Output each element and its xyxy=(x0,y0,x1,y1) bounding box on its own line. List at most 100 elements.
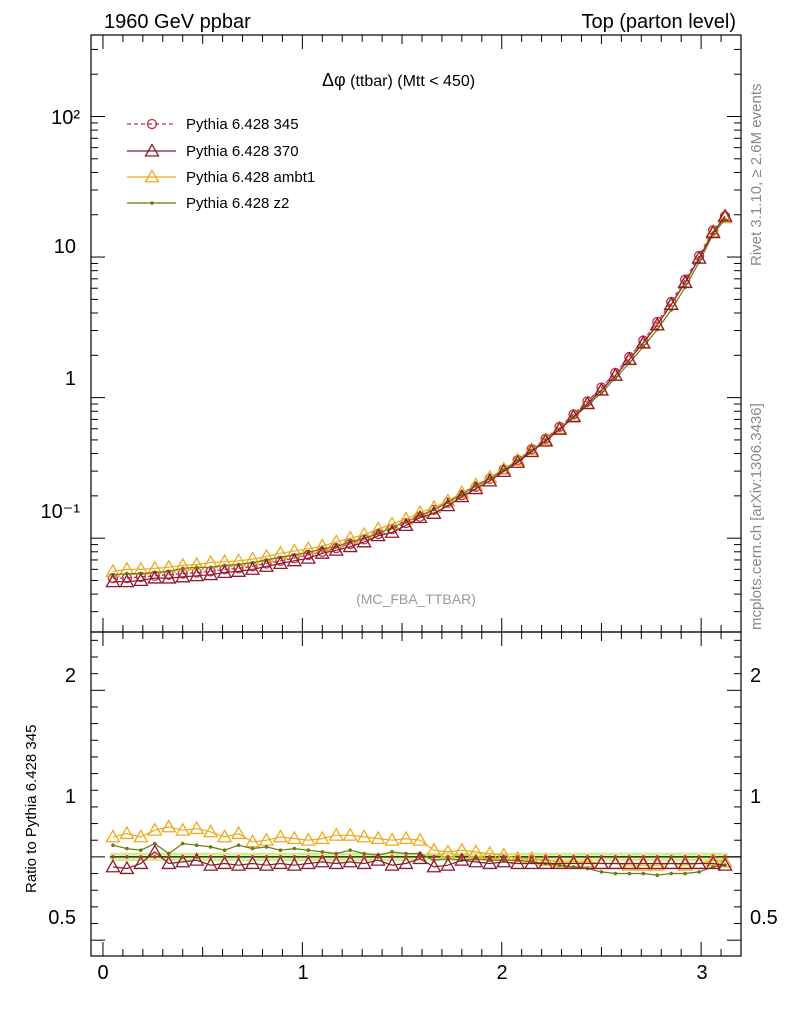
ratio-point xyxy=(669,871,674,876)
data-point xyxy=(677,274,693,288)
data-point xyxy=(551,421,568,435)
ratio-point xyxy=(314,854,330,868)
data-point xyxy=(105,573,121,588)
data-point xyxy=(426,505,442,519)
ratio-point xyxy=(426,859,442,873)
ratio-point xyxy=(677,855,693,870)
ratio-point xyxy=(272,855,289,870)
ratio-ref-point xyxy=(515,855,520,859)
ratio-point xyxy=(412,850,428,865)
ratio-point xyxy=(370,852,386,866)
ratio-ref-point xyxy=(683,855,687,859)
data-point xyxy=(454,488,470,503)
ratio-point xyxy=(613,871,618,876)
x-tick-label-1: 1 xyxy=(297,962,308,984)
data-point xyxy=(384,524,400,538)
ratio-point xyxy=(292,846,297,851)
ratio-point xyxy=(697,870,701,874)
ratio-point xyxy=(579,855,596,870)
data-point xyxy=(593,382,610,396)
ratio-point xyxy=(306,848,311,853)
data-point xyxy=(119,573,135,588)
series-line-1 xyxy=(112,215,726,583)
ratio-point xyxy=(607,855,624,870)
data-point xyxy=(635,335,651,349)
y-tick-label-100: 10² xyxy=(51,107,80,129)
ratio-point xyxy=(551,855,568,870)
ratio-ref-point xyxy=(278,855,283,859)
ratio-point xyxy=(216,829,233,843)
ratio-point xyxy=(278,848,283,853)
ratio-point xyxy=(348,848,353,853)
ratio-ref-point xyxy=(446,855,450,859)
ratio-point xyxy=(222,848,227,853)
ratio-point xyxy=(524,855,540,870)
x-tick-label-2: 2 xyxy=(496,962,507,984)
ratio-point xyxy=(286,857,302,871)
ratio-point xyxy=(194,843,199,848)
ratio-point xyxy=(635,857,651,871)
data-point xyxy=(314,538,330,552)
ratio-ref-point xyxy=(557,855,562,859)
data-point xyxy=(180,566,185,571)
data-point xyxy=(398,517,414,532)
legend-marker xyxy=(146,118,158,130)
ratio-point xyxy=(258,857,275,871)
ratio-point xyxy=(147,822,163,836)
data-point xyxy=(147,570,163,584)
ratio-ref-point xyxy=(599,855,604,859)
ratio-ref-point xyxy=(404,855,408,859)
ratio-point xyxy=(175,854,191,868)
data-point xyxy=(565,409,582,423)
data-point xyxy=(194,565,199,570)
legend-marker xyxy=(144,169,160,183)
data-point xyxy=(468,480,484,495)
data-point xyxy=(649,316,665,331)
legend-label: Pythia 6.428 370 xyxy=(186,143,299,160)
ratio-point xyxy=(440,857,456,871)
ratio-ref-point xyxy=(585,855,590,859)
ratio-point xyxy=(537,855,554,870)
ratio-point xyxy=(390,850,394,854)
data-point xyxy=(175,569,191,583)
ratio-point xyxy=(314,830,330,845)
ratio-point xyxy=(161,819,177,833)
legend-marker xyxy=(144,143,160,157)
ratio-point xyxy=(655,873,660,878)
ratio-point xyxy=(334,851,339,856)
ratio-ref-point xyxy=(487,855,492,859)
ratio-point xyxy=(153,841,157,846)
data-point xyxy=(244,561,261,575)
data-point xyxy=(230,563,247,577)
data-point xyxy=(510,454,526,468)
ratio-point xyxy=(635,855,651,870)
legend-label: Pythia 6.428 345 xyxy=(186,116,299,133)
ratio-point xyxy=(272,829,289,843)
ratio-point xyxy=(621,857,637,871)
data-point xyxy=(705,224,721,239)
ratio-point xyxy=(342,854,358,868)
ratio-point xyxy=(404,851,408,856)
data-point xyxy=(621,351,637,365)
main-series-group xyxy=(105,208,733,588)
ratio-ref-point xyxy=(180,855,185,859)
ratio-series-group xyxy=(105,819,733,878)
ratio-point xyxy=(328,827,344,841)
ratio-ref-point xyxy=(543,855,548,859)
ratio-ref-point xyxy=(711,855,715,859)
data-point xyxy=(599,391,604,395)
ratio-ref-point xyxy=(627,855,632,859)
legend-marker xyxy=(150,201,154,205)
header-left: 1960 GeV ppbar xyxy=(104,11,251,33)
data-point xyxy=(342,538,358,553)
ratio-point xyxy=(723,863,727,868)
ratio-point xyxy=(649,855,665,870)
ratio-ref-point xyxy=(264,855,269,859)
ratio-point xyxy=(300,855,316,870)
data-point xyxy=(607,367,624,381)
ratio-ref-point xyxy=(125,855,129,859)
data-point xyxy=(482,473,498,487)
data-point xyxy=(717,210,733,224)
ratio-point xyxy=(641,871,646,876)
axis-ticks xyxy=(91,35,741,956)
